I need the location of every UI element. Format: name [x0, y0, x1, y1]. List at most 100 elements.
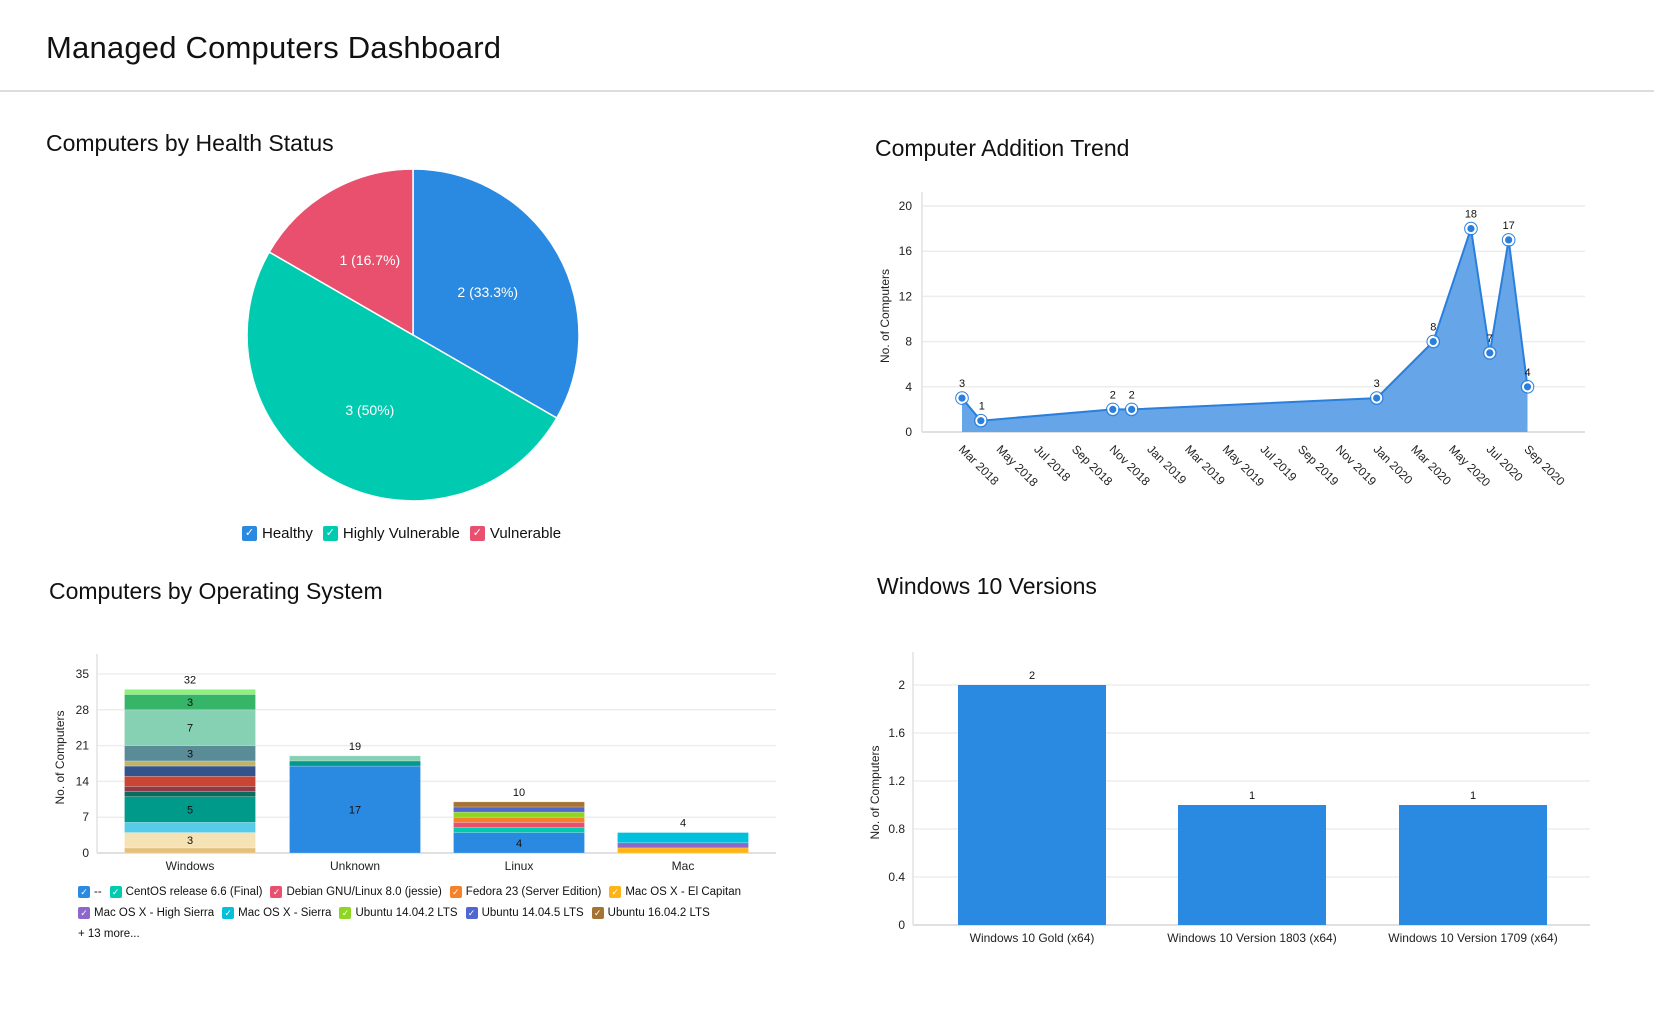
trend-point[interactable]	[1126, 403, 1138, 415]
bar[interactable]	[1178, 805, 1326, 925]
trend-point[interactable]	[1371, 392, 1383, 404]
y-tick-label: 12	[899, 289, 913, 303]
legend-item[interactable]: ✓ Ubuntu 16.04.2 LTS	[591, 906, 710, 919]
trend-point[interactable]	[1484, 347, 1496, 359]
y-tick-label: 16	[899, 244, 913, 258]
legend-label: Highly Vulnerable	[342, 525, 460, 542]
bar-segment[interactable]	[289, 760, 421, 767]
bar-segment-label: 7	[187, 723, 193, 735]
legend-item-highly-vulnerable[interactable]: ✓ Highly Vulnerable	[322, 525, 460, 542]
legend-label: Mac OS X - High Sierra	[94, 906, 215, 919]
bar[interactable]	[958, 685, 1106, 925]
trend-point-ring	[974, 413, 988, 428]
bar[interactable]	[1399, 805, 1547, 925]
legend-item[interactable]: ✓ CentOS release 6.6 (Final)	[109, 885, 262, 898]
legend-label: Mac OS X - El Capitan	[625, 885, 741, 898]
legend-checkbox-icon[interactable]: ✓	[339, 906, 352, 919]
legend-checkbox-icon[interactable]: ✓	[465, 906, 478, 919]
bar-segment[interactable]	[453, 806, 585, 813]
legend-item[interactable]: ✓ Fedora 23 (Server Edition)	[449, 885, 601, 898]
legend-item-vulnerable[interactable]: ✓ Vulnerable	[469, 525, 561, 542]
bar-segment[interactable]	[453, 816, 585, 823]
bar-segment[interactable]	[617, 832, 749, 844]
legend-checkbox-icon[interactable]: ✓	[242, 526, 257, 541]
bar-segment[interactable]	[289, 755, 421, 762]
bar-segment-label: 4	[516, 838, 522, 850]
legend-checkbox-icon[interactable]: ✓	[469, 526, 485, 541]
legend-checkbox-icon[interactable]: ✓	[78, 885, 90, 898]
bar-segment[interactable]	[124, 694, 256, 711]
trend-chart-title: Computer Addition Trend	[875, 135, 1130, 161]
pie-slice-healthy[interactable]	[412, 168, 580, 420]
pie-slice-label: 1 (16.7%)	[339, 252, 400, 268]
bar-segment[interactable]	[124, 689, 256, 695]
y-tick-label: 21	[76, 739, 90, 753]
pie-slice-vulnerable[interactable]	[268, 168, 414, 337]
bar-segment[interactable]	[124, 760, 256, 767]
bar-value-label: 1	[1470, 790, 1476, 802]
trend-point-ring	[1106, 402, 1120, 417]
trend-point[interactable]	[1427, 336, 1439, 348]
trend-point-ring	[1124, 402, 1139, 417]
page-header: Managed Computers Dashboard	[0, 0, 1654, 92]
bar-segment[interactable]	[124, 709, 256, 746]
trend-data-label: 18	[1465, 209, 1477, 221]
legend-checkbox-icon[interactable]: ✓	[609, 885, 622, 898]
bar-segment-label: 3	[187, 697, 193, 709]
os-chart-title: Computers by Operating System	[49, 578, 383, 604]
legend-checkbox-icon[interactable]: ✓	[109, 885, 122, 898]
legend-more-link[interactable]: + 13 more...	[78, 927, 140, 940]
y-tick-label: 1.6	[888, 726, 905, 740]
y-tick-label: 20	[899, 199, 913, 213]
legend-checkbox-icon[interactable]: ✓	[449, 885, 462, 898]
trend-data-label: 1	[979, 401, 985, 413]
x-tick-label: Windows 10 Version 1803 (x64)	[1167, 931, 1336, 945]
legend-checkbox-icon[interactable]: ✓	[322, 526, 338, 541]
bar-segment[interactable]	[453, 827, 585, 833]
trend-point[interactable]	[1522, 381, 1533, 393]
bar-total-label: 32	[184, 674, 196, 686]
y-tick-label: 0	[898, 918, 905, 932]
page-title: Managed Computers Dashboard	[46, 30, 502, 65]
legend-checkbox-icon[interactable]: ✓	[270, 885, 283, 898]
bar-segment[interactable]	[124, 791, 256, 798]
trend-point[interactable]	[956, 392, 968, 404]
legend-item[interactable]: ✓ Mac OS X - El Capitan	[609, 885, 741, 898]
bar-segment[interactable]	[124, 796, 256, 823]
trend-point-ring	[1426, 334, 1441, 349]
pie-slice-label: 2 (33.3%)	[457, 284, 518, 300]
legend-item[interactable]: ✓ --	[78, 885, 102, 898]
legend-item[interactable]: ✓ Mac OS X - High Sierra	[78, 906, 215, 919]
legend-item[interactable]: ✓ Mac OS X - Sierra	[222, 906, 331, 919]
legend-label: --	[94, 885, 102, 898]
bar-total-label: 19	[349, 741, 361, 753]
bar-segment[interactable]	[453, 801, 585, 808]
y-axis-title: No. of Computers	[878, 269, 892, 363]
trend-data-label: 4	[1524, 367, 1530, 379]
trend-point[interactable]	[1503, 234, 1515, 246]
bar-segment[interactable]	[289, 765, 421, 854]
bar-segment[interactable]	[124, 847, 256, 854]
y-tick-label: 35	[76, 667, 90, 681]
x-tick-label: Windows	[166, 859, 215, 873]
legend-item[interactable]: ✓ Ubuntu 14.04.2 LTS	[339, 906, 458, 919]
y-tick-label: 2	[898, 678, 905, 692]
pie-slice-highly-vulnerable[interactable]	[246, 250, 558, 502]
bar-segment[interactable]	[617, 847, 749, 854]
legend-item-healthy[interactable]: ✓ Healthy	[242, 525, 313, 542]
x-tick-label: Windows 10 Gold (x64)	[970, 931, 1095, 945]
legend-checkbox-icon[interactable]: ✓	[78, 906, 90, 919]
trend-point[interactable]	[1107, 403, 1119, 415]
pie-slice-label: 3 (50%)	[345, 402, 394, 418]
trend-point[interactable]	[975, 415, 987, 427]
y-tick-label: 14	[76, 774, 90, 788]
legend-checkbox-icon[interactable]: ✓	[591, 906, 604, 919]
trend-point[interactable]	[1465, 223, 1477, 235]
legend-item[interactable]: ✓ Ubuntu 14.04.5 LTS	[465, 906, 584, 919]
legend-item[interactable]: ✓ Debian GNU/Linux 8.0 (jessie)	[270, 885, 442, 898]
trend-point-ring	[1483, 346, 1497, 360]
legend-checkbox-icon[interactable]: ✓	[222, 906, 235, 919]
bar-segment-label: 17	[349, 805, 361, 817]
trend-point-ring	[1501, 233, 1516, 247]
